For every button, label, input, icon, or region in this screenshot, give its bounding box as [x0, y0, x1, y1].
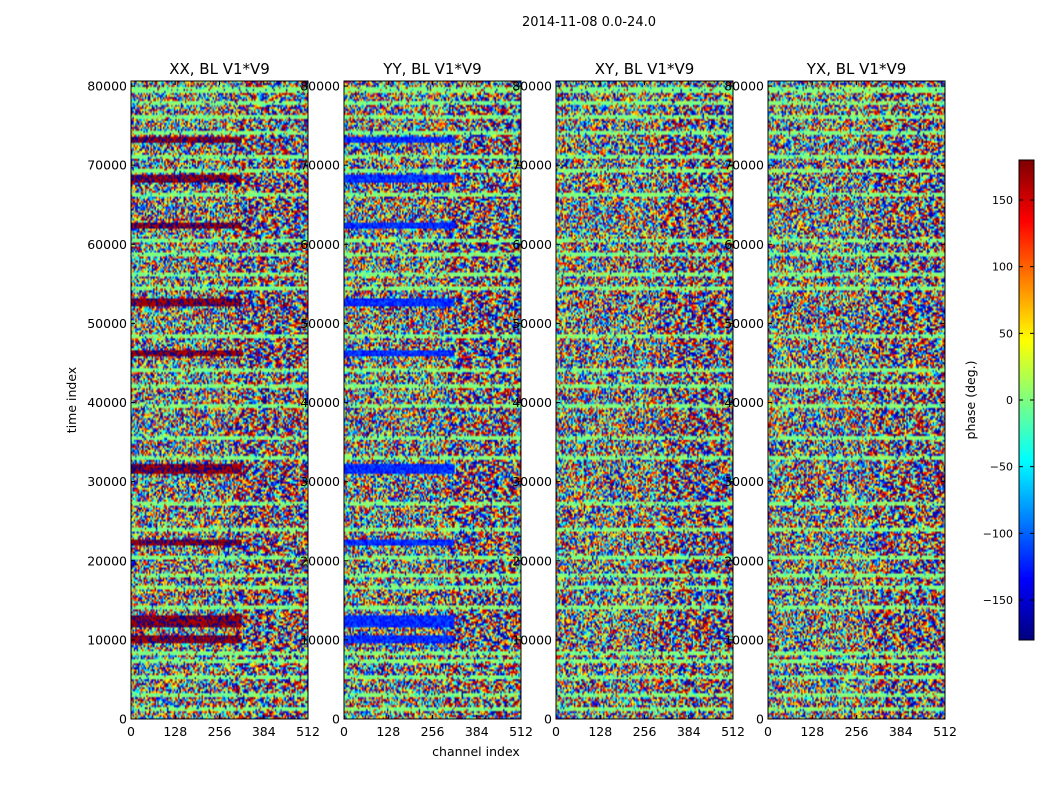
y-tick-label: 50000 — [300, 316, 340, 331]
y-tick-label: 20000 — [512, 553, 552, 568]
colorbar-gradient — [1019, 160, 1034, 640]
y-tick-label: 30000 — [300, 474, 340, 489]
x-tick-label: 0 — [764, 724, 772, 739]
panel-title: YX, BL V1*V9 — [806, 60, 907, 78]
y-tick-label: 60000 — [724, 237, 764, 252]
y-tick-label: 80000 — [300, 79, 340, 94]
colorbar-tick-label: 0 — [1006, 394, 1013, 407]
x-tick-label: 128 — [800, 724, 824, 739]
y-tick-label: 10000 — [300, 632, 340, 647]
x-tick-label: 384 — [889, 724, 913, 739]
heatmap-image — [556, 81, 733, 719]
y-tick-label: 10000 — [724, 632, 764, 647]
y-tick-label: 40000 — [300, 395, 340, 410]
y-tick-label: 60000 — [87, 237, 127, 252]
colorbar-tick-label: 150 — [992, 194, 1013, 207]
x-tick-label: 128 — [376, 724, 400, 739]
x-tick-label: 256 — [208, 724, 232, 739]
colorbar-label: phase (deg.) — [963, 361, 978, 440]
y-tick-label: 70000 — [724, 158, 764, 173]
y-tick-label: 30000 — [87, 474, 127, 489]
x-tick-label: 384 — [677, 724, 701, 739]
y-tick-label: 30000 — [724, 474, 764, 489]
x-tick-label: 384 — [465, 724, 489, 739]
x-tick-label: 256 — [845, 724, 869, 739]
y-tick-label: 10000 — [87, 632, 127, 647]
y-tick-label: 70000 — [512, 158, 552, 173]
x-tick-label: 128 — [588, 724, 612, 739]
y-tick-label: 50000 — [87, 316, 127, 331]
y-tick-label: 60000 — [512, 237, 552, 252]
x-tick-label: 512 — [509, 724, 533, 739]
y-tick-label: 40000 — [87, 395, 127, 410]
y-tick-label: 20000 — [724, 553, 764, 568]
x-tick-label: 512 — [933, 724, 957, 739]
colorbar-tick-label: −50 — [990, 461, 1013, 474]
x-tick-label: 0 — [340, 724, 348, 739]
y-tick-label: 70000 — [300, 158, 340, 173]
y-tick-label: 40000 — [724, 395, 764, 410]
panel-2: YY, BL V1*V9 0 128 256 384 512 0 10000 20000 3000… — [300, 60, 533, 739]
panel-title: YY, BL V1*V9 — [382, 60, 481, 78]
y-tick-label: 0 — [119, 712, 127, 727]
colorbar-tick-label: −100 — [983, 527, 1013, 540]
panel-1: XX, BL V1*V9 0 128 256 384 512 0 10000 20000 3000… — [87, 60, 320, 739]
y-tick-label: 20000 — [300, 553, 340, 568]
y-tick-label: 0 — [544, 712, 552, 727]
colorbar-tick-label: 50 — [999, 327, 1013, 340]
x-tick-label: 0 — [552, 724, 560, 739]
y-tick-label: 0 — [332, 712, 340, 727]
colorbar-tick-label: 100 — [992, 261, 1013, 274]
x-tick-label: 128 — [163, 724, 187, 739]
y-tick-label: 10000 — [512, 632, 552, 647]
y-tick-label: 70000 — [87, 158, 127, 173]
panel-4: YX, BL V1*V9 0 128 256 384 512 0 10000 20000 3000… — [724, 60, 957, 739]
heatmap-image — [768, 81, 945, 719]
y-tick-label: 50000 — [512, 316, 552, 331]
y-tick-label: 80000 — [724, 79, 764, 94]
x-axis-label: channel index — [432, 744, 520, 759]
colorbar: −150 −100 −50 0 50 100 150 phase (deg.) — [963, 159, 1035, 641]
y-tick-label: 50000 — [724, 316, 764, 331]
y-tick-label: 30000 — [512, 474, 552, 489]
colorbar-tick-label: −150 — [983, 594, 1013, 607]
y-tick-label: 40000 — [512, 395, 552, 410]
y-tick-label: 80000 — [87, 79, 127, 94]
y-tick-label: 80000 — [512, 79, 552, 94]
panel-title: XY, BL V1*V9 — [595, 60, 695, 78]
y-axis-label: time index — [64, 367, 79, 433]
figure-suptitle: 2014-11-08 0.0-24.0 — [522, 15, 656, 30]
heatmap-image — [131, 81, 308, 719]
panel-title: XX, BL V1*V9 — [169, 60, 270, 78]
y-tick-label: 20000 — [87, 553, 127, 568]
panel-3: XY, BL V1*V9 0 128 256 384 512 0 10000 20000 3000… — [512, 60, 745, 739]
x-tick-label: 256 — [633, 724, 657, 739]
y-tick-label: 60000 — [300, 237, 340, 252]
x-tick-label: 512 — [296, 724, 320, 739]
x-tick-label: 256 — [421, 724, 445, 739]
x-tick-label: 384 — [252, 724, 276, 739]
x-tick-label: 512 — [721, 724, 745, 739]
x-tick-label: 0 — [127, 724, 135, 739]
y-tick-label: 0 — [756, 712, 764, 727]
heatmap-image — [344, 81, 521, 719]
